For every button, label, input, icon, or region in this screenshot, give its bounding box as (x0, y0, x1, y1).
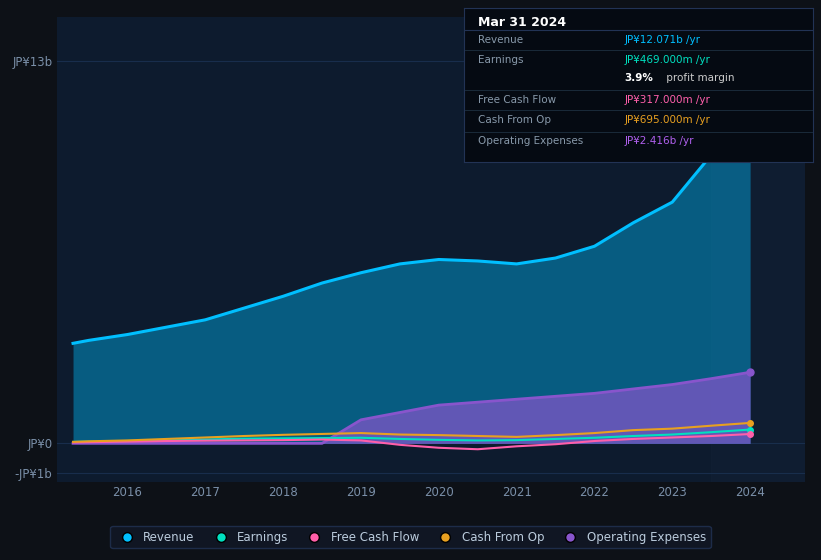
Text: JP¥469.000m /yr: JP¥469.000m /yr (624, 55, 710, 64)
Legend: Revenue, Earnings, Free Cash Flow, Cash From Op, Operating Expenses: Revenue, Earnings, Free Cash Flow, Cash … (110, 526, 711, 548)
Text: JP¥695.000m /yr: JP¥695.000m /yr (624, 115, 710, 125)
Text: Cash From Op: Cash From Op (478, 115, 551, 125)
Text: 3.9%: 3.9% (624, 73, 654, 83)
Text: Free Cash Flow: Free Cash Flow (478, 95, 556, 105)
Text: Operating Expenses: Operating Expenses (478, 136, 583, 146)
Text: Revenue: Revenue (478, 35, 523, 45)
Text: profit margin: profit margin (663, 73, 734, 83)
Text: JP¥2.416b /yr: JP¥2.416b /yr (624, 136, 694, 146)
Text: Mar 31 2024: Mar 31 2024 (478, 16, 566, 29)
Bar (711, 17, 805, 482)
Text: Earnings: Earnings (478, 55, 523, 64)
Text: JP¥12.071b /yr: JP¥12.071b /yr (624, 35, 700, 45)
Text: JP¥317.000m /yr: JP¥317.000m /yr (624, 95, 710, 105)
